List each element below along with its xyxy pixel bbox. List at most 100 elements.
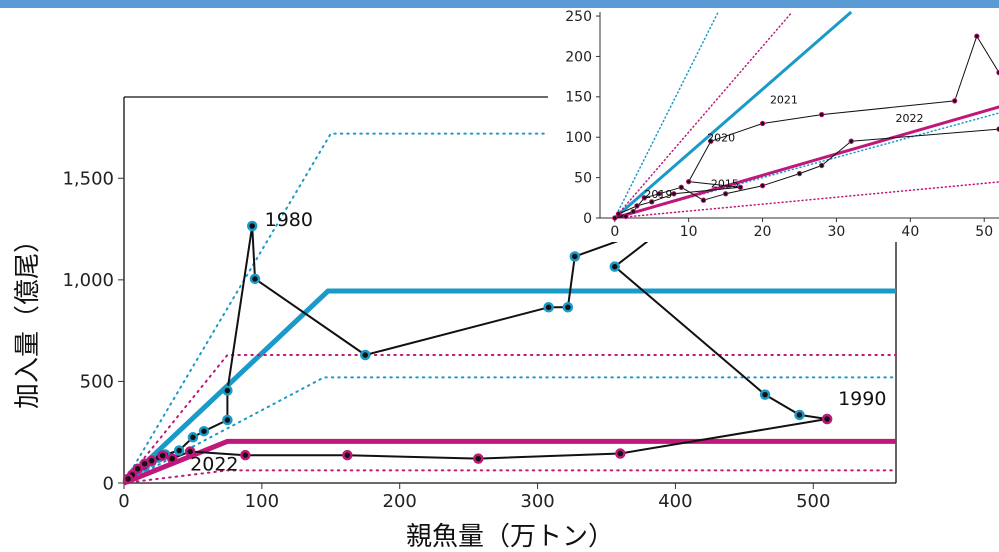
inset-annotation-label: 2022	[896, 112, 924, 125]
main-data-point	[615, 448, 626, 459]
inset-data-point	[818, 111, 825, 118]
main-data-point	[246, 220, 258, 232]
inset-y-tick-label: 100	[565, 130, 592, 146]
inset-data-point	[708, 138, 714, 144]
main-data-point	[184, 446, 196, 457]
inset-data-point	[700, 197, 707, 203]
main-data-point	[473, 453, 484, 464]
main-data-point	[821, 413, 833, 425]
inset-data-point	[951, 98, 958, 104]
inset-annotation-label: 2019	[644, 188, 672, 201]
inset-y-tick-label: 200	[565, 49, 592, 65]
inset-ticks: 0 10 20 30 40 50 0 50 100 150 200 250	[565, 9, 993, 240]
inset-data-point	[678, 184, 684, 191]
main-data-point	[240, 449, 251, 461]
main-data-point	[187, 432, 199, 443]
main-data-point	[569, 251, 581, 262]
inset-y-tick-label: 0	[583, 211, 592, 227]
inset-y-tick-label: 250	[565, 9, 592, 25]
main-data-point	[222, 414, 233, 426]
inset-data-point	[818, 162, 825, 169]
main-y-tick-label: 0	[103, 473, 114, 494]
inset-annotations: 2021 2022 2020 2019 2015	[644, 93, 923, 201]
main-data-point	[222, 385, 233, 396]
inset-axes	[599, 12, 999, 219]
inset-data-point	[630, 208, 636, 215]
main-x-tick-label: 200	[383, 491, 417, 512]
inset-data-point	[656, 191, 662, 197]
inset-data-point	[615, 211, 622, 217]
inset-annotation-label: 2015	[711, 177, 739, 190]
main-blue-solid-line	[122, 288, 896, 485]
main-data-point	[759, 389, 771, 400]
main-data-point	[157, 450, 168, 461]
inset-data-point	[641, 195, 648, 201]
main-y-tick-label: 1,500	[62, 169, 114, 190]
main-blue-dotted-line	[123, 376, 897, 484]
main-data-point	[360, 349, 371, 361]
inset-data-point	[722, 191, 729, 197]
inset-data-point	[759, 182, 766, 189]
main-data-point	[562, 302, 574, 313]
main-data-point	[794, 409, 805, 421]
main-y-axis-label: 加入量（億尾）	[13, 227, 43, 409]
main-data-point	[342, 449, 353, 461]
main-magenta-dotted-line	[123, 354, 897, 484]
main-x-tick-label: 300	[520, 491, 554, 512]
main-x-tick-label: 100	[245, 491, 279, 512]
inset-y-tick-label: 50	[574, 171, 592, 187]
main-x-tick-label: 0	[118, 491, 129, 512]
inset-data-point	[759, 120, 766, 127]
main-annotation-label: 1980	[265, 209, 313, 231]
inset-x-tick-label: 40	[901, 224, 919, 240]
main-magenta-solid-line	[123, 438, 896, 486]
main-annotation-label: 1990	[838, 388, 886, 410]
inset-data-point	[796, 170, 803, 177]
inset-x-tick-label: 30	[828, 224, 846, 240]
inset-trajectory-line	[614, 35, 999, 219]
main-data-point	[122, 473, 134, 485]
inset-x-tick-label: 50	[975, 224, 993, 240]
inset-y-tick-label: 150	[565, 90, 592, 106]
main-annotations: 1980 1990 2022	[190, 209, 886, 475]
main-data-point	[249, 273, 261, 285]
main-data-point	[198, 425, 210, 437]
inset-data-point	[649, 199, 655, 205]
inset-data-point	[737, 184, 744, 191]
main-data-point	[173, 445, 185, 456]
inset-annotation-label: 2020	[707, 131, 735, 144]
inset-annotation-label: 2021	[770, 93, 798, 106]
inset-data-point	[623, 213, 629, 220]
top-banner	[0, 0, 999, 8]
inset-blue-solid-line	[613, 10, 853, 220]
main-y-tick-label: 1,000	[62, 270, 114, 291]
inset-x-tick-label: 0	[610, 224, 619, 240]
inset-data-point	[634, 203, 640, 209]
inset-data-point	[612, 215, 618, 221]
main-x-axis-label: 親魚量（万トン）	[406, 522, 614, 552]
inset-magenta-solid-line	[614, 105, 999, 220]
main-data-point	[543, 302, 554, 313]
inset-series	[613, 10, 999, 220]
inset-magenta-dotted-line	[614, 11, 793, 219]
inset-data-point	[685, 178, 692, 185]
main-magenta-dotted-line	[123, 469, 897, 484]
inset-magenta-dotted-line	[614, 181, 999, 219]
main-y-tick-label: 500	[80, 372, 114, 393]
inset-data-point	[848, 138, 854, 144]
inset-x-tick-label: 20	[754, 224, 772, 240]
main-data-point	[132, 463, 144, 475]
main-annotation-label: 2022	[190, 453, 238, 475]
inset-blue-dotted-line	[614, 11, 719, 219]
main-x-tick-label: 400	[658, 491, 692, 512]
main-data-point	[139, 458, 150, 469]
main-data-point	[609, 261, 621, 272]
main-data-point	[167, 453, 178, 464]
inset-x-tick-label: 10	[680, 224, 698, 240]
inset-data-point	[974, 33, 980, 39]
inset-points	[612, 33, 999, 221]
inset-data-point	[671, 191, 677, 197]
